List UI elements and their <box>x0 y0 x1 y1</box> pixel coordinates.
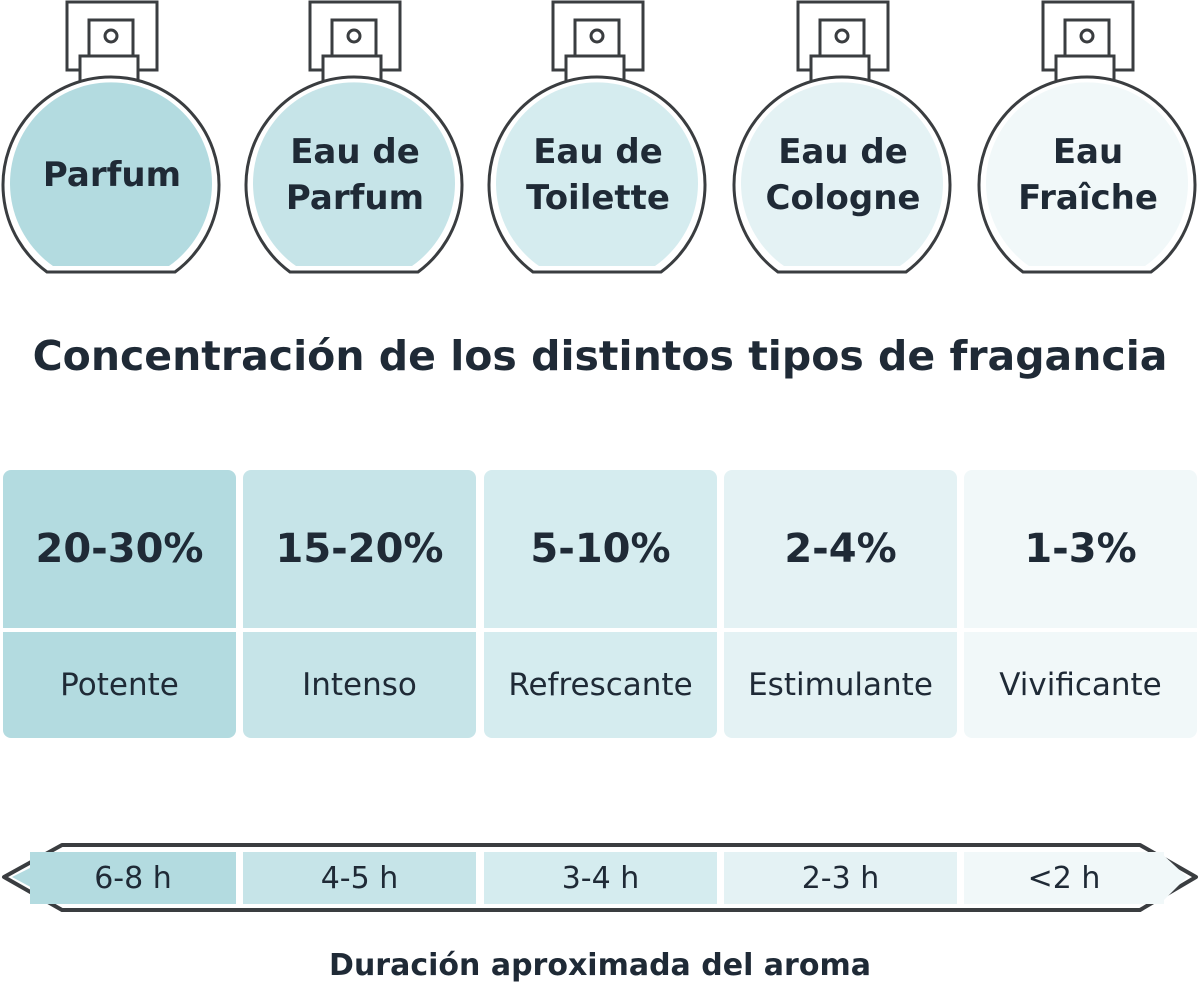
concentration-value: 15-20% <box>243 470 476 628</box>
bottle-2: Eau de Toilette <box>483 0 713 280</box>
perfume-bottle-icon <box>244 0 464 274</box>
perfume-bottle-icon <box>732 0 952 274</box>
duration-value: 2-3 h <box>724 852 957 904</box>
concentration-value: 2-4% <box>724 470 957 628</box>
concentration-value: 20-30% <box>3 470 236 628</box>
perfume-bottle-icon <box>487 0 707 274</box>
duration-label: Duración aproximada del aroma <box>329 948 871 983</box>
perfume-bottle-icon <box>977 0 1197 274</box>
concentration-column: 1-3% Vivificante <box>964 470 1197 738</box>
fragrance-name: Eau de Toilette <box>526 132 670 218</box>
concentration-value: 1-3% <box>964 470 1197 628</box>
duration-value: 6-8 h <box>30 852 236 904</box>
concentration-column: 15-20% Intenso <box>243 470 476 738</box>
bottle-4: Eau Fraîche <box>973 0 1200 280</box>
concentration-column: 2-4% Estimulante <box>724 470 957 738</box>
bottle-0: Parfum <box>0 0 227 280</box>
fragrance-name: Parfum <box>42 155 182 195</box>
concentration-value: 5-10% <box>484 470 717 628</box>
character-label: Potente <box>3 632 236 738</box>
duration-value: <2 h <box>964 852 1164 904</box>
duration-value: 4-5 h <box>243 852 476 904</box>
character-label: Vivificante <box>964 632 1197 738</box>
character-label: Refrescante <box>484 632 717 738</box>
duration-value: 3-4 h <box>484 852 717 904</box>
fragrance-name: Eau de Cologne <box>765 132 921 218</box>
concentration-title: Concentración de los distintos tipos de … <box>32 332 1168 380</box>
fragrance-name: Eau de Parfum <box>285 132 425 218</box>
perfume-bottle-icon <box>1 0 221 274</box>
character-label: Intenso <box>243 632 476 738</box>
bottle-3: Eau de Cologne <box>728 0 958 280</box>
concentration-column: 5-10% Refrescante <box>484 470 717 738</box>
fragrance-name: Eau Fraîche <box>1018 132 1158 218</box>
character-label: Estimulante <box>724 632 957 738</box>
bottle-1: Eau de Parfum <box>240 0 470 280</box>
concentration-column: 20-30% Potente <box>3 470 236 738</box>
